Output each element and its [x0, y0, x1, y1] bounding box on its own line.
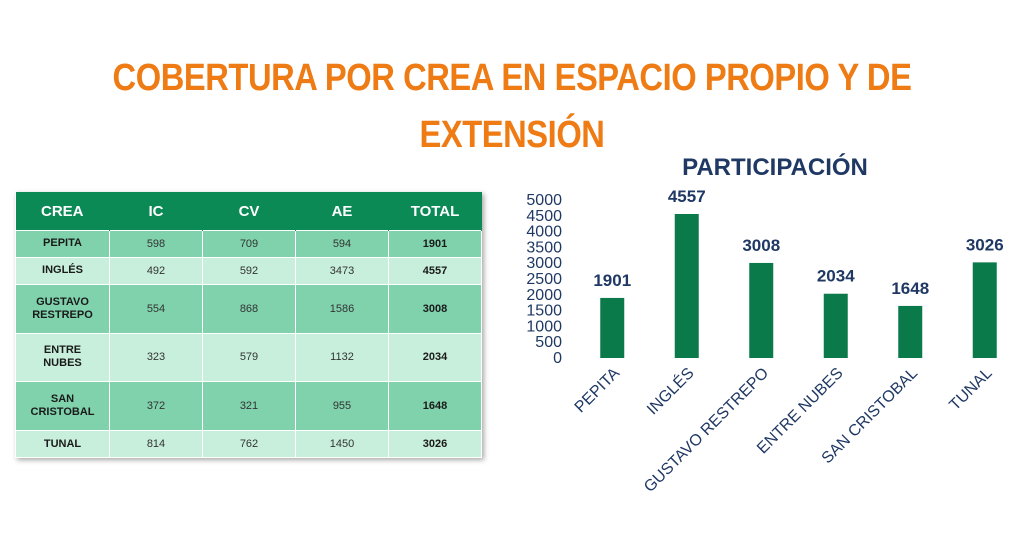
cell-ae: 594	[295, 230, 389, 258]
x-tick-label: GUSTAVO RESTREPO	[641, 365, 772, 496]
bar	[823, 293, 848, 358]
cell-total: 3026	[388, 430, 482, 458]
y-tick-label: 2500	[526, 271, 562, 288]
header-ic: IC	[109, 192, 203, 231]
page-title-line-1: COBERTURA POR CREA EN ESPACIO PROPIO Y D…	[112, 57, 912, 99]
cell-ic: 492	[109, 256, 203, 285]
bar-data-label: 2034	[817, 267, 855, 286]
x-tick-label: PEPITA	[572, 365, 624, 417]
y-tick-label: 4000	[526, 224, 562, 241]
bar-data-label: 1648	[891, 279, 929, 298]
y-tick-label: 500	[535, 334, 562, 351]
cell-cv: 868	[202, 283, 296, 334]
cell-cv: 321	[202, 381, 296, 432]
y-tick-label: 2000	[526, 287, 562, 304]
x-tick-label: INGLÉS	[643, 363, 698, 418]
chart-title: PARTICIPACIÓN	[682, 153, 868, 181]
table-row: TUNAL 814 762 1450 3026	[15, 430, 482, 458]
cell-ic: 323	[109, 332, 203, 383]
cell-cv: 579	[202, 332, 296, 383]
x-tick-label: TUNAL	[946, 365, 995, 414]
bar	[972, 262, 997, 358]
bar-data-label: 4557	[668, 187, 706, 206]
y-tick-label: 3000	[526, 255, 562, 272]
bar	[898, 305, 923, 358]
cell-ae: 1586	[295, 283, 389, 334]
bar	[674, 213, 699, 358]
cell-ic: 372	[109, 381, 203, 432]
table-row: ENTRE NUBES 323 579 1132 2034	[15, 332, 482, 383]
table-row: INGLÉS 492 592 3473 4557	[15, 256, 482, 285]
y-tick-label: 5000	[526, 192, 562, 209]
table-header-row: CREA IC CV AE TOTAL	[15, 192, 482, 231]
y-tick-label: 1500	[526, 303, 562, 320]
bar-data-label: 3008	[742, 236, 780, 255]
cell-ic: 554	[109, 283, 203, 334]
cell-ae: 955	[295, 381, 389, 432]
header-crea: CREA	[15, 192, 110, 231]
y-tick-label: 4500	[526, 208, 562, 225]
header-ae: AE	[295, 192, 389, 231]
y-tick-label: 0	[553, 350, 562, 367]
coverage-table: CREA IC CV AE TOTAL PEPITA 598 709 594 1901 I…	[15, 192, 482, 458]
cell-crea: PEPITA	[15, 230, 110, 258]
page-title: COBERTURA POR CREA EN ESPACIO PROPIO Y D…	[72, 50, 953, 164]
header-total: TOTAL	[388, 192, 482, 231]
cell-crea: TUNAL	[15, 430, 110, 458]
cell-total: 1648	[388, 381, 482, 432]
bar	[749, 262, 774, 358]
cell-cv: 709	[202, 230, 296, 258]
cell-cv: 762	[202, 430, 296, 458]
cell-cv: 592	[202, 256, 296, 285]
cell-crea: GUSTAVO RESTREPO	[15, 283, 110, 334]
table-row: PEPITA 598 709 594 1901	[15, 230, 482, 258]
cell-crea: INGLÉS	[15, 256, 110, 285]
bar	[600, 297, 625, 358]
cell-crea: SAN CRISTOBAL	[15, 381, 110, 432]
cell-total: 2034	[388, 332, 482, 383]
header-cv: CV	[202, 192, 296, 231]
cell-total: 1901	[388, 230, 482, 258]
y-tick-label: 3500	[526, 239, 562, 256]
bar-data-label: 1901	[593, 271, 631, 290]
cell-ae: 1450	[295, 430, 389, 458]
bar-data-label: 3026	[966, 235, 1004, 254]
bar-series: 1901 4557 3008 2034 1648 3026	[593, 187, 1004, 358]
page-title-line-2: EXTENSIÓN	[419, 114, 605, 156]
y-tick-label: 1000	[526, 318, 562, 335]
cell-total: 4557	[388, 256, 482, 285]
cell-ic: 814	[109, 430, 203, 458]
cell-ae: 3473	[295, 256, 389, 285]
table-row: SAN CRISTOBAL 372 321 955 1648	[15, 381, 482, 432]
cell-ic: 598	[109, 230, 203, 258]
table-row: GUSTAVO RESTREPO 554 868 1586 3008	[15, 283, 482, 334]
